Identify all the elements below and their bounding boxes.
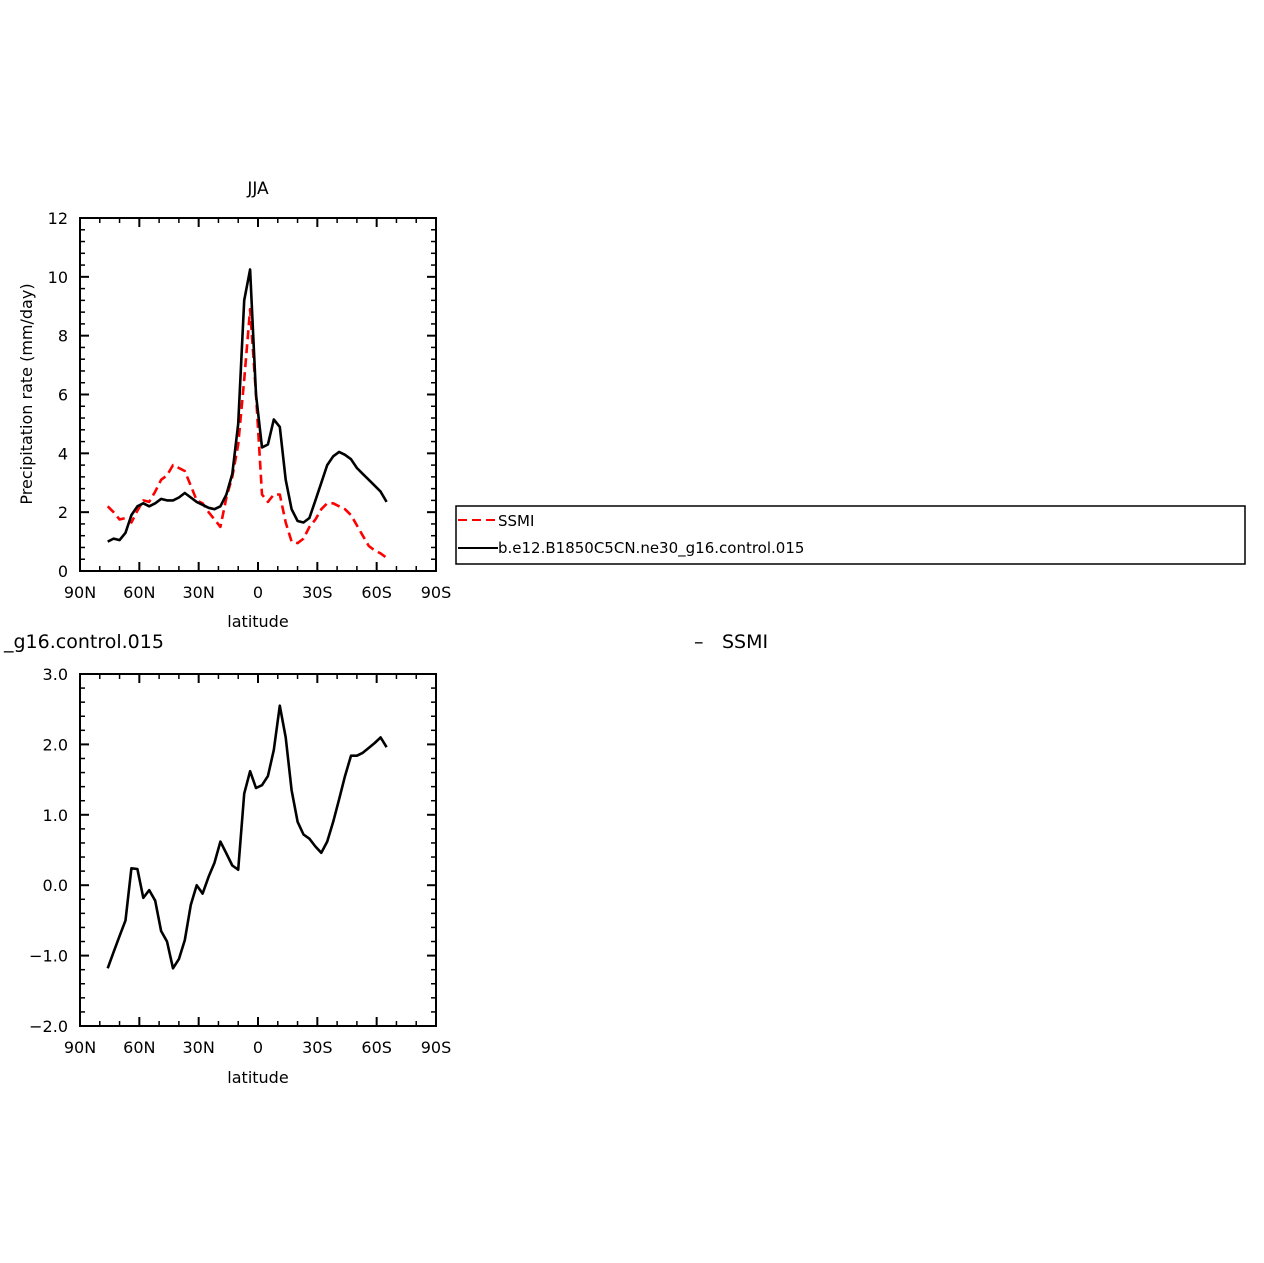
top-chart-title: JJA [246, 179, 269, 199]
bottom-chart-right-title: SSMI [722, 631, 768, 653]
bottom-x-tick-labels: 90N 60N 30N 0 30S 60S 90S [64, 1038, 451, 1057]
y-tick-label: 1.0 [43, 806, 68, 825]
top-series-lines [106, 268, 388, 559]
bottom-axis-ticks [79, 673, 437, 1027]
y-tick-label: 4 [58, 444, 68, 463]
x-tick-label: 60N [123, 1038, 155, 1057]
x-tick-label: 30S [302, 583, 333, 602]
legend-label-model: b.e12.B1850C5CN.ne30_g16.control.015 [498, 539, 804, 558]
x-tick-label: 90S [421, 1038, 452, 1057]
x-tick-label: 0 [253, 1038, 263, 1057]
x-tick-label: 30N [183, 1038, 215, 1057]
bottom-chart-title: _g16.control.015 [3, 631, 164, 653]
top-x-axis-label: latitude [227, 612, 288, 631]
x-tick-label: 60S [361, 1038, 392, 1057]
x-tick-label: 60N [123, 583, 155, 602]
top-y-axis-label: Precipitation rate (mm/day) [17, 283, 36, 504]
bottom-chart: _g16.control.015 – SSMI 90N 60N 30N 0 30S 60S… [0, 631, 768, 1087]
bottom-series-lines [106, 704, 388, 970]
x-tick-label: 0 [253, 583, 263, 602]
x-tick-label: 90S [421, 583, 452, 602]
bottom-title-marker: – [694, 631, 704, 653]
x-tick-label: 90N [64, 1038, 96, 1057]
y-tick-label: 10 [48, 268, 68, 287]
y-tick-label: 8 [58, 327, 68, 346]
y-tick-label: 2 [58, 503, 68, 522]
bottom-x-axis-label: latitude [227, 1068, 288, 1087]
legend-box [455, 505, 1246, 565]
top-legend: SSMI b.e12.B1850C5CN.ne30_g16.control.01… [455, 505, 1246, 565]
x-tick-label: 60S [361, 583, 392, 602]
y-tick-label: −1.0 [29, 947, 68, 966]
y-tick-label: 6 [58, 386, 68, 405]
bottom-plot-frame [79, 673, 437, 1027]
bottom-y-axis-label: Precipitation rate (mm/day) [0, 739, 18, 960]
y-tick-label: 12 [48, 209, 68, 228]
top-y-tick-labels: 0 2 4 6 8 10 12 [48, 209, 68, 581]
bottom-y-tick-labels: −2.0 −1.0 0.0 1.0 2.0 3.0 [29, 665, 68, 1036]
series-line-1-0 [106, 704, 388, 970]
y-tick-label: 0.0 [43, 876, 68, 895]
legend-label-ssmi: SSMI [498, 512, 534, 530]
y-tick-label: 3.0 [43, 665, 68, 684]
top-plot-frame [79, 217, 437, 572]
series-line-ssmi [106, 307, 388, 559]
y-tick-label: −2.0 [29, 1017, 68, 1036]
x-tick-label: 30S [302, 1038, 333, 1057]
y-tick-label: 0 [58, 562, 68, 581]
x-tick-label: 90N [64, 583, 96, 602]
bottom-y-axis-label-clip: Precipitation rate (mm/day) [0, 739, 18, 960]
x-tick-label: 30N [183, 583, 215, 602]
series-line-b-e12-b1850c5cn-ne30-g16-control-015 [107, 268, 388, 543]
y-tick-label: 2.0 [43, 735, 68, 754]
top-x-tick-labels: 90N 60N 30N 0 30S 60S 90S [64, 583, 451, 602]
top-chart: JJA 90N 60N 30N 0 30S 60S 90S 0 2 4 6 8 10 12 latitu… [17, 179, 1246, 631]
